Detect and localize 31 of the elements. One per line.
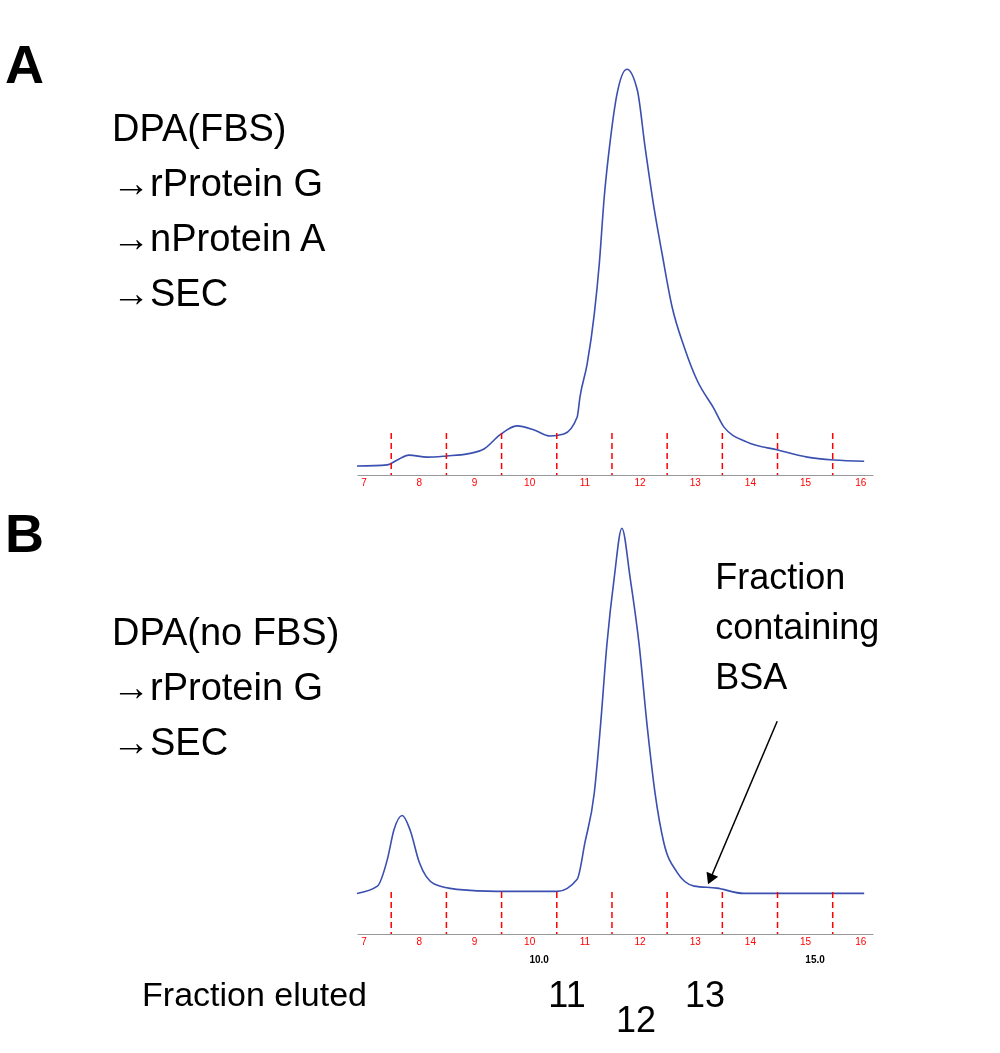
text: DPA(no FBS) →rProtein G →SEC <box>112 611 340 763</box>
text: 12 <box>615 999 657 1040</box>
x-axis-title: Fraction eluted <box>142 975 367 1013</box>
x-tick-label: 16 <box>855 935 867 947</box>
text: DPA(FBS) →rProtein G →nProtein A →SEC <box>112 107 326 314</box>
x-tick-label: 10 <box>524 935 536 947</box>
x-tick-label: 14 <box>744 476 757 488</box>
x-tick-label: 15 <box>800 476 812 488</box>
x-tick-label: 8 <box>416 476 423 488</box>
x-tick-label: 11 <box>579 476 591 488</box>
x-tick-label: 15 <box>800 935 812 947</box>
x-tick-label: 8 <box>416 935 423 947</box>
x-tick-label: 7 <box>361 476 368 488</box>
x-tick-label: 16 <box>855 476 867 488</box>
x2-tick-label: 15.0 <box>805 954 826 965</box>
chart-title: A <box>5 34 44 94</box>
text: 13 <box>684 974 726 1015</box>
x-tick-label: 13 <box>689 476 702 488</box>
chart-title: B <box>5 503 44 563</box>
x-tick-label: 12 <box>634 476 647 488</box>
x2-tick-label: 10.0 <box>529 954 550 965</box>
x-tick-label: 10 <box>524 476 536 488</box>
text: 11 <box>548 974 586 1015</box>
x-tick-label: 9 <box>471 935 478 947</box>
x-tick-label: 12 <box>634 935 647 947</box>
x-tick-label: 9 <box>471 476 478 488</box>
x-tick-label: 14 <box>744 935 757 947</box>
annotation: Fraction containing BSA <box>715 556 880 698</box>
x-tick-label: 7 <box>361 935 368 947</box>
x-tick-label: 11 <box>579 935 591 947</box>
x-tick-label: 13 <box>689 935 702 947</box>
